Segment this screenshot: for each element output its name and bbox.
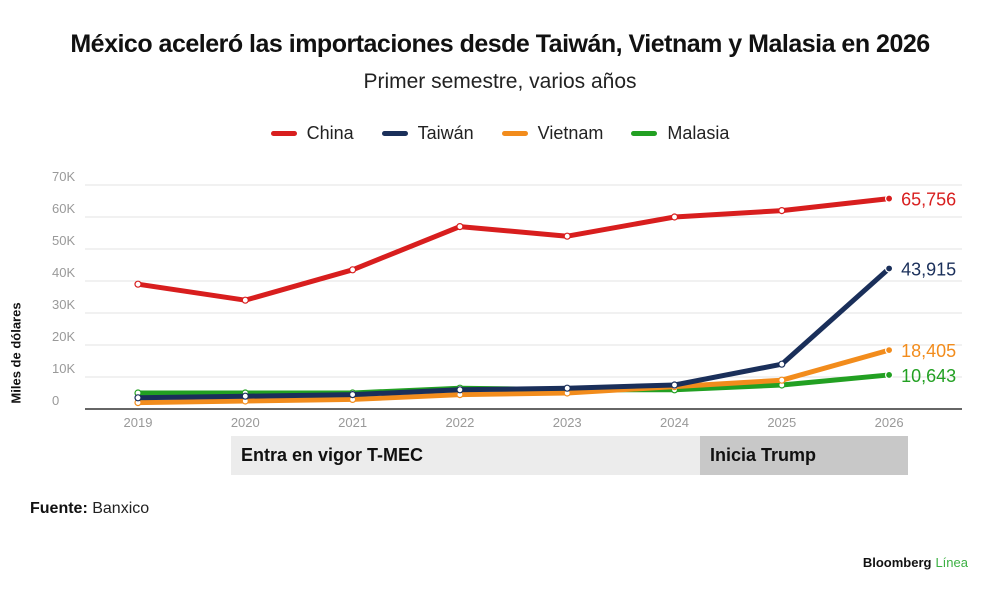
x-tick-label: 2026: [875, 415, 904, 430]
legend-label-vietnam: Vietnam: [537, 123, 604, 143]
series-line-vietnam: [135, 347, 892, 406]
data-point-malasia: [884, 370, 894, 380]
data-point-taiwan: [241, 392, 249, 400]
legend-swatch-taiwan: [381, 131, 408, 136]
brand-logo: Bloomberg Línea: [863, 555, 968, 570]
legend-label-taiwan: Taiwán: [417, 123, 474, 143]
end-label-malasia: 10,643: [901, 366, 956, 386]
y-tick-label: 20K: [52, 329, 75, 344]
chart-title: México aceleró las importaciones desde T…: [70, 30, 930, 58]
legend-item-vietnam: Vietnam: [501, 123, 604, 144]
legend-swatch-china: [270, 131, 297, 136]
legend-label-china: China: [306, 123, 354, 143]
legend-item-malasia: Malasia: [631, 123, 729, 144]
brand-accent: Línea: [935, 555, 968, 570]
y-tick-label: 40K: [52, 265, 75, 280]
data-point-china: [134, 280, 142, 288]
data-point-taiwan: [670, 381, 679, 389]
data-point-china: [884, 194, 894, 203]
data-point-taiwan: [778, 360, 786, 368]
data-point-taiwan: [563, 384, 571, 392]
annotation-band-tmec: Entra en vigor T-MEC: [231, 436, 700, 475]
data-point-china: [778, 207, 786, 215]
end-label-vietnam: 18,405: [901, 341, 956, 361]
legend-item-china: China: [270, 123, 354, 144]
x-tick-label: 2025: [767, 415, 796, 430]
end-label-china: 65,756: [901, 190, 956, 210]
annotation-label-tmec: Entra en vigor T-MEC: [241, 445, 424, 465]
x-tick-label: 2021: [338, 415, 367, 430]
legend-swatch-malasia: [631, 131, 658, 136]
end-label-taiwan: 43,915: [901, 259, 956, 279]
legend: China Taiwán Vietnam Malasia: [0, 123, 1000, 144]
brand-name: Bloomberg: [862, 555, 932, 570]
y-tick-label: 60K: [52, 201, 75, 216]
x-tick-label: 2024: [660, 415, 689, 430]
series-line-taiwan: [135, 265, 892, 401]
y-tick-label: 70K: [52, 169, 75, 184]
data-point-vietnam: [778, 376, 786, 384]
data-point-taiwan: [456, 386, 464, 394]
data-point-china: [563, 232, 571, 240]
x-tick-label: 2022: [445, 415, 474, 430]
y-tick-label: 30K: [52, 297, 75, 312]
data-point-vietnam: [884, 346, 894, 355]
legend-label-malasia: Malasia: [667, 123, 730, 143]
x-tick-label: 2019: [124, 415, 153, 430]
data-point-taiwan: [884, 264, 894, 273]
data-point-china: [670, 213, 679, 221]
data-point-china: [241, 296, 249, 304]
chart-subtitle: Primer semestre, varios años: [363, 70, 637, 93]
series-line-china: [135, 196, 892, 303]
y-tick-label: 0: [52, 393, 59, 408]
data-point-china: [349, 266, 357, 274]
annotation-band-trump: Inicia Trump: [700, 436, 908, 475]
legend-swatch-vietnam: [501, 131, 528, 136]
data-point-taiwan: [349, 391, 357, 399]
source-note: Fuente: Banxico: [30, 500, 149, 518]
x-tick-label: 2023: [553, 415, 582, 430]
y-tick-label: 10K: [52, 361, 75, 376]
legend-item-taiwan: Taiwán: [381, 123, 474, 144]
y-tick-label: 50K: [52, 233, 75, 248]
annotation-label-trump: Inicia Trump: [710, 445, 817, 465]
source-label: Fuente:: [30, 500, 88, 517]
data-point-taiwan: [134, 394, 142, 402]
data-point-china: [456, 223, 464, 231]
y-axis-label-text: Miles de dólares: [8, 302, 24, 404]
source-value: Banxico: [92, 500, 150, 517]
x-tick-label: 2020: [231, 415, 260, 430]
